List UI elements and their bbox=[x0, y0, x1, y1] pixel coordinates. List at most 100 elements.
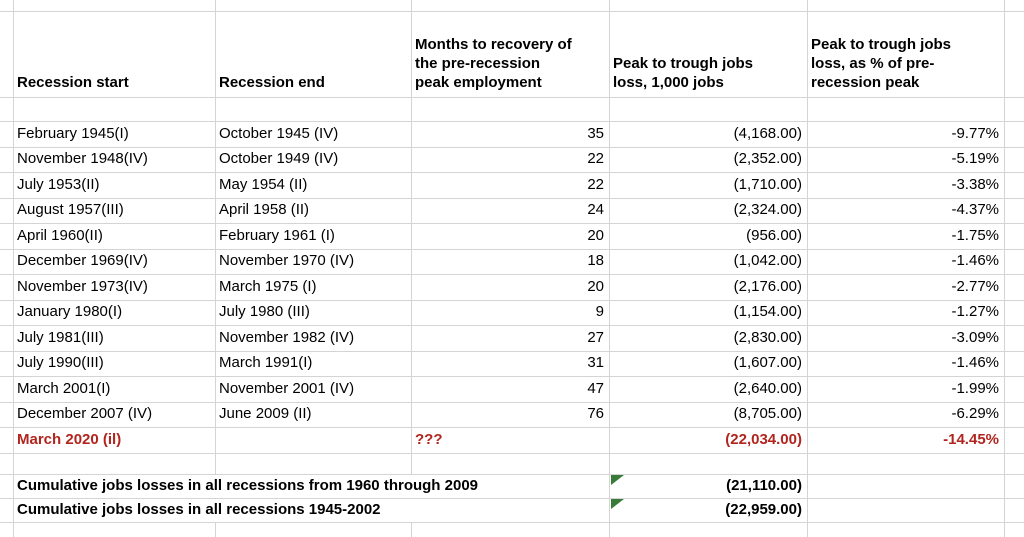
cell-blank[interactable] bbox=[0, 522, 14, 537]
cell-recession-end[interactable]: July 1980 (III) bbox=[216, 300, 412, 326]
cell-blank[interactable] bbox=[808, 474, 1005, 499]
cell-blank[interactable] bbox=[1005, 148, 1024, 173]
cell-pct-loss[interactable]: -2.77% bbox=[808, 275, 1005, 301]
cell-blank[interactable] bbox=[1005, 199, 1024, 224]
cell-blank[interactable] bbox=[610, 453, 808, 475]
cell-recession-start[interactable]: November 1973(IV) bbox=[14, 275, 216, 301]
cell-blank[interactable] bbox=[1005, 0, 1024, 12]
cell-jobs-loss[interactable]: (1,154.00) bbox=[610, 300, 808, 326]
cell-blank[interactable] bbox=[0, 122, 14, 148]
cell-months-to-recovery[interactable]: 9 bbox=[412, 300, 610, 326]
header-recession-start[interactable]: Recession start bbox=[14, 12, 216, 98]
summary-label-1960-2009[interactable]: Cumulative jobs losses in all recessions… bbox=[14, 474, 610, 499]
cell-recession-start[interactable]: December 1969(IV) bbox=[14, 249, 216, 275]
cell-blank[interactable] bbox=[1005, 428, 1024, 454]
cell-blank[interactable] bbox=[0, 249, 14, 275]
cell-pct-loss[interactable]: -14.45% bbox=[808, 428, 1005, 454]
cell-jobs-loss[interactable]: (956.00) bbox=[610, 224, 808, 250]
cell-months-to-recovery[interactable]: 27 bbox=[412, 326, 610, 352]
cell-blank[interactable] bbox=[808, 453, 1005, 475]
cell-blank[interactable] bbox=[1005, 403, 1024, 428]
cell-blank[interactable] bbox=[14, 98, 216, 122]
cell-blank[interactable] bbox=[1005, 475, 1024, 499]
cell-recession-end[interactable]: March 1975 (I) bbox=[216, 275, 412, 301]
cell-blank[interactable] bbox=[1005, 122, 1024, 148]
cell-pct-loss[interactable]: -1.46% bbox=[808, 351, 1005, 377]
cell-blank[interactable] bbox=[1005, 523, 1024, 537]
cell-blank[interactable] bbox=[412, 0, 610, 12]
cell-recession-start[interactable]: December 2007 (IV) bbox=[14, 402, 216, 428]
cell-blank[interactable] bbox=[1005, 301, 1024, 326]
cell-pct-loss[interactable]: -6.29% bbox=[808, 402, 1005, 428]
cell-blank[interactable] bbox=[0, 12, 14, 98]
cell-blank[interactable] bbox=[1005, 499, 1024, 523]
cell-months-to-recovery[interactable]: 35 bbox=[412, 122, 610, 148]
cell-recession-end[interactable] bbox=[216, 428, 412, 454]
summary-label-1945-2002[interactable]: Cumulative jobs losses in all recessions… bbox=[14, 498, 610, 523]
cell-blank[interactable] bbox=[1005, 275, 1024, 301]
cell-blank[interactable] bbox=[0, 351, 14, 377]
cell-blank[interactable] bbox=[610, 522, 808, 537]
cell-blank[interactable] bbox=[1005, 173, 1024, 199]
cell-blank[interactable] bbox=[0, 474, 14, 499]
cell-recession-end[interactable]: March 1991(I) bbox=[216, 351, 412, 377]
header-months-to-recovery[interactable]: Months to recovery of the pre-recession … bbox=[412, 12, 610, 98]
cell-recession-end[interactable]: October 1949 (IV) bbox=[216, 147, 412, 173]
cell-jobs-loss[interactable]: (2,640.00) bbox=[610, 377, 808, 403]
cell-blank[interactable] bbox=[0, 453, 14, 475]
cell-pct-loss[interactable]: -5.19% bbox=[808, 147, 1005, 173]
cell-pct-loss[interactable]: -4.37% bbox=[808, 198, 1005, 224]
cell-recession-end[interactable]: November 1982 (IV) bbox=[216, 326, 412, 352]
cell-blank[interactable] bbox=[412, 98, 610, 122]
cell-blank[interactable] bbox=[1005, 250, 1024, 275]
cell-blank[interactable] bbox=[0, 173, 14, 199]
cell-blank[interactable] bbox=[0, 147, 14, 173]
cell-jobs-loss[interactable]: (1,607.00) bbox=[610, 351, 808, 377]
cell-blank[interactable] bbox=[808, 98, 1005, 122]
cell-jobs-loss[interactable]: (4,168.00) bbox=[610, 122, 808, 148]
cell-pct-loss[interactable]: -1.27% bbox=[808, 300, 1005, 326]
cell-recession-start[interactable]: January 1980(I) bbox=[14, 300, 216, 326]
cell-jobs-loss[interactable]: (2,324.00) bbox=[610, 198, 808, 224]
cell-blank[interactable] bbox=[216, 98, 412, 122]
cell-blank[interactable] bbox=[808, 522, 1005, 537]
cell-recession-end[interactable]: November 2001 (IV) bbox=[216, 377, 412, 403]
cell-jobs-loss[interactable]: (1,042.00) bbox=[610, 249, 808, 275]
cell-recession-end[interactable]: June 2009 (II) bbox=[216, 402, 412, 428]
cell-recession-start[interactable]: March 2020 (il) bbox=[14, 428, 216, 454]
cell-blank[interactable] bbox=[1005, 12, 1024, 98]
cell-pct-loss[interactable]: -9.77% bbox=[808, 122, 1005, 148]
cell-blank[interactable] bbox=[610, 98, 808, 122]
cell-blank[interactable] bbox=[1005, 377, 1024, 403]
cell-jobs-loss[interactable]: (2,830.00) bbox=[610, 326, 808, 352]
cell-blank[interactable] bbox=[1005, 352, 1024, 377]
cell-blank[interactable] bbox=[0, 498, 14, 523]
cell-blank[interactable] bbox=[0, 198, 14, 224]
cell-blank[interactable] bbox=[0, 428, 14, 454]
cell-months-to-recovery[interactable]: 24 bbox=[412, 198, 610, 224]
cell-pct-loss[interactable]: -1.46% bbox=[808, 249, 1005, 275]
cell-recession-start[interactable]: July 1953(II) bbox=[14, 173, 216, 199]
cell-pct-loss[interactable]: -3.38% bbox=[808, 173, 1005, 199]
cell-blank[interactable] bbox=[216, 453, 412, 475]
cell-recession-start[interactable]: August 1957(III) bbox=[14, 198, 216, 224]
cell-blank[interactable] bbox=[1005, 326, 1024, 352]
cell-blank[interactable] bbox=[808, 498, 1005, 523]
cell-recession-start[interactable]: July 1981(III) bbox=[14, 326, 216, 352]
cell-blank[interactable] bbox=[14, 522, 216, 537]
cell-blank[interactable] bbox=[0, 0, 14, 12]
cell-recession-start[interactable]: July 1990(III) bbox=[14, 351, 216, 377]
header-recession-end[interactable]: Recession end bbox=[216, 12, 412, 98]
cell-months-to-recovery[interactable]: ??? bbox=[412, 428, 610, 454]
cell-recession-end[interactable]: May 1954 (II) bbox=[216, 173, 412, 199]
summary-value-1945-2002[interactable]: (22,959.00) bbox=[610, 498, 808, 523]
cell-blank[interactable] bbox=[0, 377, 14, 403]
cell-blank[interactable] bbox=[808, 0, 1005, 12]
summary-value-1960-2009[interactable]: (21,110.00) bbox=[610, 474, 808, 499]
cell-recession-start[interactable]: April 1960(II) bbox=[14, 224, 216, 250]
cell-jobs-loss[interactable]: (22,034.00) bbox=[610, 428, 808, 454]
cell-recession-end[interactable]: October 1945 (IV) bbox=[216, 122, 412, 148]
cell-months-to-recovery[interactable]: 47 bbox=[412, 377, 610, 403]
cell-jobs-loss[interactable]: (8,705.00) bbox=[610, 402, 808, 428]
cell-blank[interactable] bbox=[610, 0, 808, 12]
